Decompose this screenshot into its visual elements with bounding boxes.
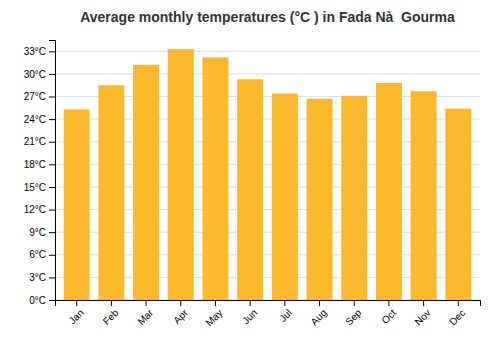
tick-label: Jan xyxy=(67,307,86,326)
x-tick: Dec xyxy=(447,300,467,327)
tick-mark xyxy=(319,300,320,306)
tick-mark xyxy=(49,119,55,120)
tick-mark xyxy=(215,300,216,306)
tick-label: Mar xyxy=(135,307,155,327)
x-tick: Sep xyxy=(343,300,364,327)
tick-label: 0°C xyxy=(29,295,46,306)
tick-label: 18°C xyxy=(24,159,46,170)
tick-label: Nov xyxy=(412,307,432,327)
tick-label: 33°C xyxy=(24,46,46,57)
tick-label: 3°C xyxy=(29,272,46,283)
tick-label: Jul xyxy=(277,307,294,324)
y-tick: 30°C xyxy=(24,69,55,80)
tick-mark xyxy=(49,74,55,75)
chart-svg: 0°C 3°C 6°C 9°C 12°C 15°C 18°C 21°C 24°C 27°C 30°C… xyxy=(0,0,500,350)
tick-mark xyxy=(111,300,112,306)
x-tick: Feb xyxy=(101,300,121,327)
tick-mark xyxy=(49,51,55,52)
bar xyxy=(411,91,437,300)
title: Average monthly temperatures (°C ) in Fa… xyxy=(80,9,455,25)
tick-label: 9°C xyxy=(29,227,46,238)
y-axis: 0°C 3°C 6°C 9°C 12°C 15°C 18°C 21°C 24°C 27°C 30°C… xyxy=(24,41,56,306)
x-tick: Oct xyxy=(379,300,398,326)
x-tick: Mar xyxy=(135,300,155,327)
tick-mark xyxy=(49,142,55,143)
tick-mark xyxy=(49,97,55,98)
tick-mark xyxy=(250,300,251,306)
y-tick: 12°C xyxy=(24,204,55,215)
y-tick: 9°C xyxy=(29,227,55,238)
grid-line xyxy=(55,51,480,52)
tick-label: Sep xyxy=(343,307,364,328)
bar xyxy=(64,109,90,300)
x-tick: Nov xyxy=(412,300,432,327)
bar xyxy=(168,49,194,300)
x-tick: Aug xyxy=(308,300,328,327)
x-tick: Apr xyxy=(171,300,190,326)
tick-label: 12°C xyxy=(24,204,46,215)
tick-label: Dec xyxy=(447,307,467,327)
tick-label: 6°C xyxy=(29,249,46,260)
tick-mark xyxy=(354,300,355,306)
tick-mark xyxy=(180,300,181,306)
grid-line xyxy=(55,73,480,74)
axis-line xyxy=(49,41,56,301)
bar xyxy=(445,109,471,300)
bar xyxy=(133,65,159,300)
y-tick: 15°C xyxy=(24,182,55,193)
tick-mark xyxy=(49,187,55,188)
y-tick: 33°C xyxy=(24,46,55,57)
x-tick: May xyxy=(204,300,225,328)
tick-mark xyxy=(284,300,285,306)
tick-label: Apr xyxy=(171,307,190,326)
x-tick: Jul xyxy=(277,300,294,324)
x-axis: Jan Feb Mar Apr May Jun Jul Aug Sep Oct Nov Dec xyxy=(56,300,481,328)
tick-label: Feb xyxy=(101,307,121,327)
tick-mark xyxy=(49,255,55,256)
tick-label: 21°C xyxy=(24,136,46,147)
bar xyxy=(341,96,367,300)
tick-label: 24°C xyxy=(24,114,46,125)
y-tick: 21°C xyxy=(24,136,55,147)
tick-label: 15°C xyxy=(24,182,46,193)
y-tick: 3°C xyxy=(29,272,55,283)
tick-label: May xyxy=(204,307,225,328)
x-tick: Jun xyxy=(240,300,259,326)
tick-label: 27°C xyxy=(24,91,46,102)
grid xyxy=(55,51,480,300)
bar xyxy=(202,57,228,300)
bar xyxy=(237,79,263,300)
tick-mark xyxy=(146,300,147,306)
tick-mark xyxy=(388,300,389,306)
y-tick: 0°C xyxy=(29,295,55,306)
y-tick: 6°C xyxy=(29,249,55,260)
tick-mark xyxy=(49,300,55,301)
bar xyxy=(272,94,298,300)
tick-label: Oct xyxy=(379,307,398,326)
chart-container: 0°C 3°C 6°C 9°C 12°C 15°C 18°C 21°C 24°C 27°C 30°C… xyxy=(0,0,500,350)
tick-mark xyxy=(49,232,55,233)
bar xyxy=(98,85,124,300)
bars xyxy=(64,49,472,300)
tick-mark xyxy=(49,164,55,165)
tick-label: 30°C xyxy=(24,69,46,80)
y-tick: 24°C xyxy=(24,114,55,125)
y-tick: 18°C xyxy=(24,159,55,170)
tick-mark xyxy=(49,210,55,211)
bar xyxy=(307,99,333,300)
tick-mark xyxy=(423,300,424,306)
plot: 0°C 3°C 6°C 9°C 12°C 15°C 18°C 21°C 24°C 27°C 30°C… xyxy=(24,41,481,329)
bar xyxy=(376,83,402,300)
x-tick: Jan xyxy=(67,300,86,326)
axis-line xyxy=(56,301,481,307)
y-tick: 27°C xyxy=(24,91,55,102)
tick-label: Jun xyxy=(240,307,259,326)
tick-mark xyxy=(76,300,77,306)
tick-label: Aug xyxy=(308,307,328,327)
tick-mark xyxy=(49,277,55,278)
tick-mark xyxy=(458,300,459,306)
